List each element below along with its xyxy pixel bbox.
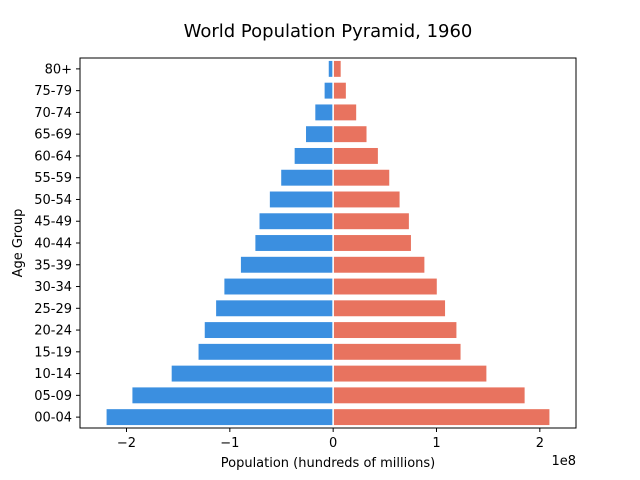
y-axis-label: Age Group — [11, 209, 26, 278]
y-tick-label: 25-29 — [34, 302, 72, 317]
y-tick-label: 15-19 — [34, 345, 72, 360]
bar-left-65-69 — [304, 124, 334, 144]
y-tick-label: 30-34 — [34, 280, 72, 295]
bar-left-60-64 — [293, 146, 334, 166]
bars-group — [105, 59, 551, 427]
bar-right-55-59 — [332, 168, 391, 188]
bar-right-50-54 — [332, 190, 402, 209]
bar-left-00-04 — [105, 407, 334, 427]
bar-right-25-29 — [332, 298, 447, 318]
bar-left-80+ — [327, 59, 334, 79]
bar-left-05-09 — [130, 385, 334, 405]
y-tick-label: 35-39 — [34, 258, 72, 273]
bar-left-15-19 — [197, 342, 334, 362]
bar-right-45-49 — [332, 211, 411, 231]
y-tick-label: 70-74 — [34, 106, 72, 121]
bar-right-30-34 — [332, 277, 439, 296]
y-tick-label: 00-04 — [34, 411, 72, 426]
y-tick-label: 80+ — [45, 62, 72, 77]
bar-left-20-24 — [203, 320, 334, 340]
bar-right-35-39 — [332, 255, 426, 275]
x-tick-label: 1 — [432, 436, 440, 451]
y-tick-label: 55-59 — [34, 171, 72, 186]
bar-left-70-74 — [313, 102, 334, 122]
x-tick-label: 2 — [536, 436, 544, 451]
bar-left-10-14 — [170, 364, 334, 384]
bar-left-55-59 — [279, 168, 334, 188]
bar-left-25-29 — [214, 298, 334, 318]
bar-left-40-44 — [253, 233, 334, 253]
bar-right-10-14 — [332, 364, 488, 384]
y-axis-ticks: 00-04 05-09 10-14 15-19 20-24 25-29 30-34 35-39… — [34, 62, 80, 426]
bar-left-50-54 — [268, 190, 334, 209]
bar-right-05-09 — [332, 385, 527, 405]
bar-right-15-19 — [332, 342, 463, 362]
x-axis-offset-label: 1e8 — [551, 454, 576, 469]
bar-right-65-69 — [332, 124, 369, 144]
bar-right-70-74 — [332, 102, 358, 122]
x-axis-label: Population (hundreds of millions) — [221, 456, 436, 471]
bar-right-60-64 — [332, 146, 380, 166]
bar-right-00-04 — [332, 407, 551, 427]
x-tick-label: −1 — [220, 436, 239, 451]
bar-left-30-34 — [222, 277, 334, 296]
bar-left-45-49 — [258, 211, 334, 231]
y-tick-label: 45-49 — [34, 215, 72, 230]
x-tick-label: 0 — [329, 436, 337, 451]
x-axis-ticks: −2 −1 0 1 2 — [117, 428, 544, 451]
bar-right-75-79 — [332, 81, 348, 101]
y-tick-label: 10-14 — [34, 367, 72, 382]
bar-right-20-24 — [332, 320, 458, 340]
y-tick-label: 05-09 — [34, 389, 72, 404]
y-tick-label: 40-44 — [34, 237, 72, 252]
bar-right-80+ — [332, 59, 343, 79]
y-tick-label: 20-24 — [34, 324, 72, 339]
y-tick-label: 60-64 — [34, 149, 72, 164]
y-tick-label: 50-54 — [34, 193, 72, 208]
y-tick-label: 65-69 — [34, 128, 72, 143]
bar-right-40-44 — [332, 233, 413, 253]
bar-left-35-39 — [239, 255, 334, 275]
y-tick-label: 75-79 — [34, 84, 72, 99]
bar-left-75-79 — [323, 81, 334, 101]
x-tick-label: −2 — [117, 436, 136, 451]
chart-title: World Population Pyramid, 1960 — [184, 21, 473, 42]
